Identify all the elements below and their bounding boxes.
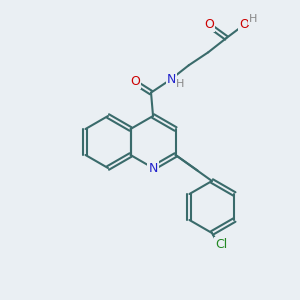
Text: Cl: Cl — [215, 238, 227, 251]
Text: N: N — [167, 73, 176, 86]
Text: O: O — [204, 18, 214, 31]
Text: N: N — [148, 161, 158, 175]
Text: H: H — [249, 14, 257, 24]
Text: O: O — [130, 75, 140, 88]
Text: O: O — [239, 18, 249, 31]
Text: H: H — [176, 79, 185, 88]
